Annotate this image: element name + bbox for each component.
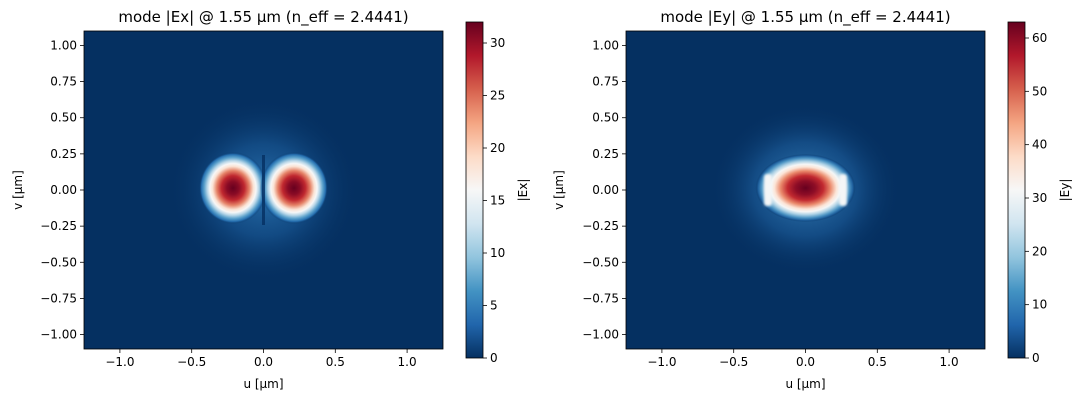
colorbar-tick-label: 20 bbox=[490, 141, 505, 155]
colorbar-tick-label: 30 bbox=[490, 36, 505, 50]
colorbar-label: |Ex| bbox=[516, 179, 530, 202]
x-tick-label: 1.0 bbox=[940, 355, 959, 369]
y-axis-label: v [µm] bbox=[11, 170, 25, 210]
y-axis-ticks: 1.00 0.75 0.50 0.25 0.00 −0.25 −0.50 −0.75 −1.00 bbox=[582, 38, 626, 342]
heatmap-ey bbox=[626, 31, 985, 349]
y-tick-label: −0.50 bbox=[582, 255, 619, 269]
colorbar-tick-label: 10 bbox=[1032, 298, 1047, 312]
y-tick-label: 0.75 bbox=[50, 75, 77, 89]
y-tick-label: −0.75 bbox=[582, 291, 619, 305]
colorbar bbox=[466, 22, 483, 358]
field-lobe-left bbox=[199, 152, 267, 224]
colorbar-ticks: 0 5 10 15 20 25 30 bbox=[483, 36, 505, 365]
heatmap-ex bbox=[84, 31, 443, 349]
field-core bbox=[755, 154, 856, 222]
colorbar-tick-label: 30 bbox=[1032, 191, 1047, 205]
colorbar-label: |Ey| bbox=[1058, 179, 1072, 202]
colorbar-tick-label: 60 bbox=[1032, 31, 1047, 45]
x-axis-label: u [µm] bbox=[785, 377, 825, 391]
colorbar-tick-label: 20 bbox=[1032, 244, 1047, 258]
colorbar-tick-label: 50 bbox=[1032, 84, 1047, 98]
colorbar-tick-label: 10 bbox=[490, 246, 505, 260]
x-tick-label: 0.0 bbox=[796, 355, 815, 369]
x-tick-label: 0.5 bbox=[326, 355, 345, 369]
x-tick-label: 1.0 bbox=[398, 355, 417, 369]
field-edge-left bbox=[764, 174, 772, 206]
panel-ex: mode |Ex| @ 1.55 µm (n_eff = 2.4441) u [… bbox=[11, 8, 530, 391]
x-tick-label: 0.5 bbox=[868, 355, 887, 369]
x-axis-ticks: −1.0 −0.5 0.0 0.5 1.0 bbox=[105, 349, 417, 369]
colorbar-frame bbox=[1007, 21, 1026, 359]
y-tick-label: 0.25 bbox=[50, 147, 77, 161]
y-tick-label: −1.00 bbox=[582, 328, 619, 342]
y-tick-label: 0.50 bbox=[50, 111, 77, 125]
x-axis-ticks: −1.0 −0.5 0.0 0.5 1.0 bbox=[647, 349, 959, 369]
x-tick-label: −1.0 bbox=[647, 355, 676, 369]
y-tick-label: 0.25 bbox=[592, 147, 619, 161]
y-tick-label: 0.75 bbox=[592, 75, 619, 89]
colorbar-tick-label: 25 bbox=[490, 89, 505, 103]
y-axis-label: v [µm] bbox=[552, 170, 566, 210]
y-tick-label: −0.75 bbox=[40, 291, 77, 305]
field-edge-right bbox=[839, 174, 847, 206]
x-tick-label: −1.0 bbox=[105, 355, 134, 369]
y-tick-label: −1.00 bbox=[40, 328, 77, 342]
x-tick-label: −0.5 bbox=[177, 355, 206, 369]
colorbar-ticks: 0 10 20 30 40 50 60 bbox=[1025, 31, 1047, 365]
chart-title: mode |Ey| @ 1.55 µm (n_eff = 2.4441) bbox=[660, 8, 950, 27]
panel-ey: mode |Ey| @ 1.55 µm (n_eff = 2.4441) u [… bbox=[552, 8, 1072, 391]
colorbar-frame bbox=[465, 21, 484, 359]
y-axis-ticks: 1.00 0.75 0.50 0.25 0.00 −0.25 −0.50 −0.75 −1.00 bbox=[40, 38, 84, 342]
x-axis-label: u [µm] bbox=[243, 377, 283, 391]
chart-title: mode |Ex| @ 1.55 µm (n_eff = 2.4441) bbox=[118, 8, 408, 27]
x-tick-label: 0.0 bbox=[254, 355, 273, 369]
colorbar-tick-label: 0 bbox=[490, 351, 498, 365]
y-tick-label: 1.00 bbox=[50, 38, 77, 52]
field-lobe-right bbox=[260, 152, 328, 224]
x-tick-label: −0.5 bbox=[719, 355, 748, 369]
y-tick-label: 0.00 bbox=[592, 183, 619, 197]
y-tick-label: −0.25 bbox=[40, 219, 77, 233]
colorbar-tick-label: 15 bbox=[490, 194, 505, 208]
y-tick-label: 0.00 bbox=[50, 183, 77, 197]
colorbar-tick-label: 40 bbox=[1032, 138, 1047, 152]
colorbar bbox=[1008, 22, 1025, 358]
y-tick-label: −0.50 bbox=[40, 255, 77, 269]
y-tick-label: −0.25 bbox=[582, 219, 619, 233]
y-tick-label: 0.50 bbox=[592, 111, 619, 125]
colorbar-tick-label: 5 bbox=[490, 299, 498, 313]
y-tick-label: 1.00 bbox=[592, 38, 619, 52]
colorbar-tick-label: 0 bbox=[1032, 351, 1040, 365]
